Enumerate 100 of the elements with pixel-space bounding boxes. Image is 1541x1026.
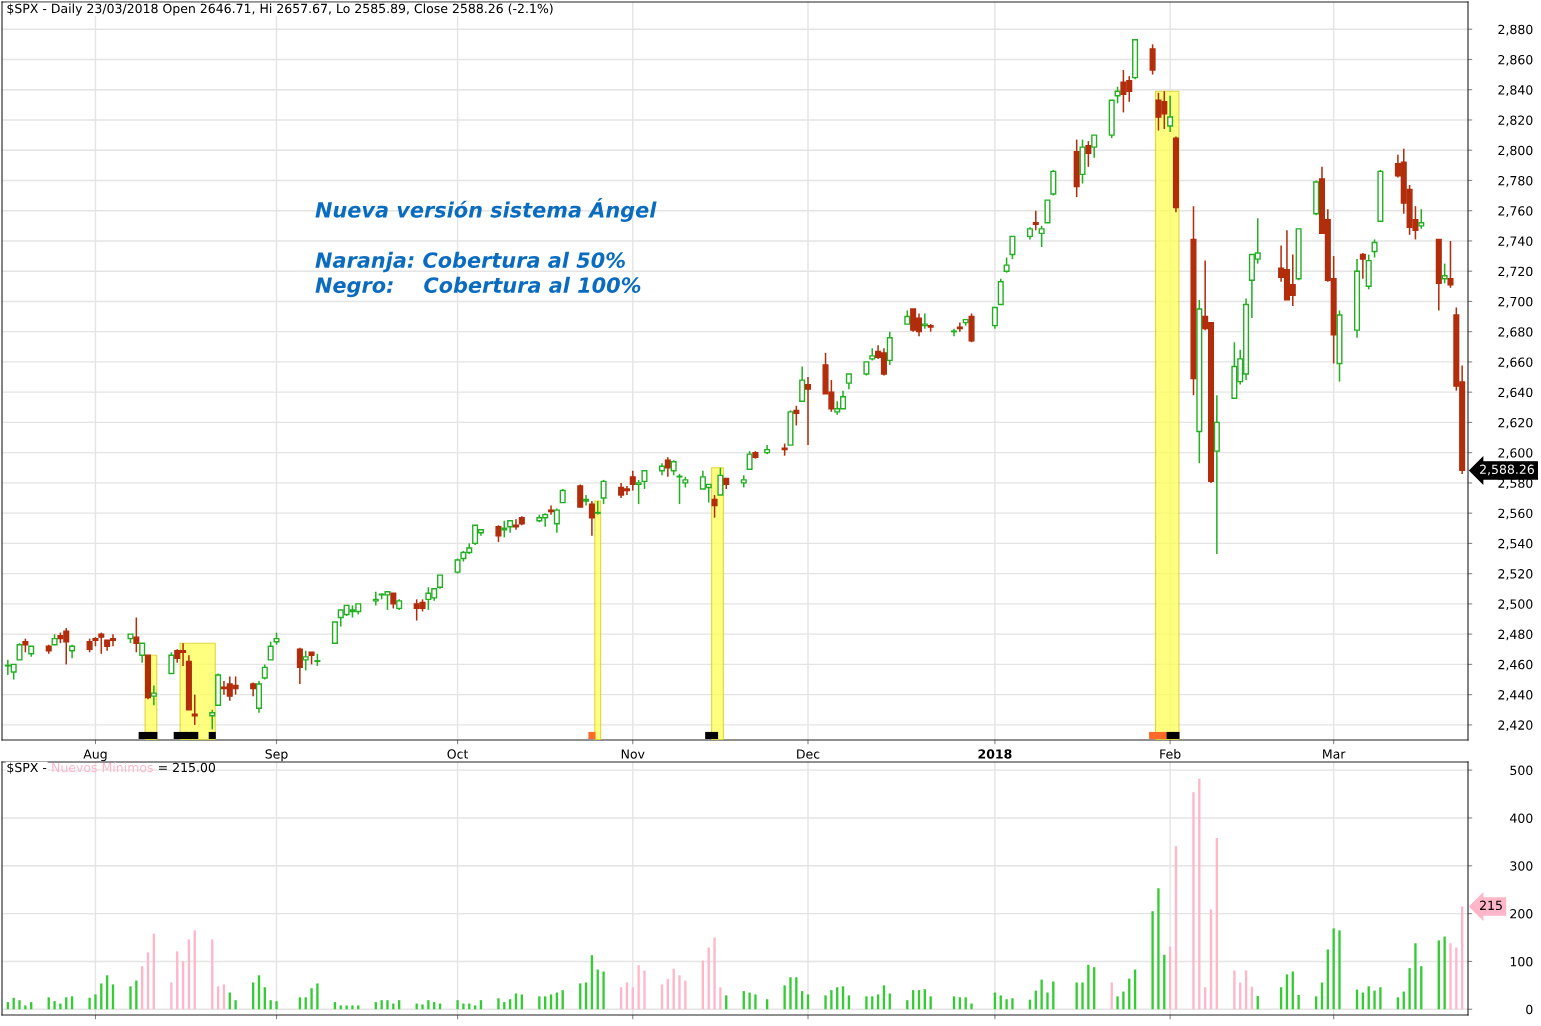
candlestick	[150, 684, 157, 706]
bar	[1338, 930, 1341, 1010]
candlestick	[804, 376, 812, 446]
bar	[497, 998, 500, 1010]
bar	[970, 1003, 973, 1010]
bar	[462, 1003, 465, 1010]
candlestick	[664, 456, 671, 478]
y-tick-label: 2,420	[1498, 720, 1533, 732]
chart-title: $SPX - Daily 23/03/2018 Open 2646.71, Hi 2657.67, Lo 2585.89, Close 2588.26 (-2.1%)	[7, 3, 553, 16]
bar	[1233, 970, 1236, 1010]
bar	[637, 965, 640, 1010]
candlestick	[553, 507, 560, 534]
bar	[719, 987, 722, 1010]
bar	[830, 990, 833, 1010]
bar	[386, 1000, 389, 1010]
bar	[1081, 982, 1084, 1010]
text: 215	[1480, 900, 1502, 911]
bar	[170, 982, 173, 1010]
bar	[1005, 999, 1008, 1010]
annotation: Naranja: Cobertura al 50%	[315, 251, 625, 273]
candlestick	[1009, 235, 1016, 260]
y-tick-label: 2,800	[1498, 145, 1533, 157]
candlestick	[209, 708, 216, 731]
y-tick-label: 2,500	[1498, 599, 1533, 611]
candlestick	[139, 642, 146, 664]
candlestick	[1359, 252, 1366, 280]
bar	[427, 1000, 430, 1010]
bar	[1443, 936, 1446, 1010]
y-tick-label: 2,880	[1498, 24, 1533, 36]
y-tick-label: 2,540	[1498, 538, 1533, 550]
bar	[53, 1001, 56, 1010]
y-tick-label: 300	[1510, 861, 1533, 871]
bar	[18, 1000, 21, 1010]
bar	[538, 996, 541, 1010]
bar	[1192, 792, 1195, 1010]
bar	[310, 988, 313, 1010]
y-tick-label: 2,620	[1498, 417, 1533, 429]
x-tick-label: 2018	[978, 749, 1012, 759]
candlestick	[1091, 134, 1098, 159]
y-tick-label: 2,740	[1498, 236, 1533, 248]
bar	[1449, 943, 1452, 1010]
y-tick-label: 2,560	[1498, 508, 1533, 520]
bar	[275, 1001, 278, 1010]
bar	[1157, 888, 1160, 1010]
candlestick	[793, 405, 800, 427]
x-tick-label: Sep	[265, 749, 288, 762]
y-tick-label: 2,780	[1498, 175, 1533, 187]
y-tick-label: 200	[1510, 909, 1533, 919]
bar	[94, 994, 97, 1010]
y-tick-label: 2,760	[1498, 206, 1533, 217]
candlestick	[1032, 209, 1039, 232]
y-tick-label: 2,480	[1498, 629, 1533, 641]
bar	[748, 992, 751, 1010]
candlestick	[267, 640, 274, 661]
bar	[1332, 928, 1335, 1010]
y-tick-label: 100	[1510, 956, 1533, 967]
bar	[456, 1000, 459, 1010]
y-tick-label: 2,660	[1498, 357, 1533, 369]
annotation: = 215.00	[159, 762, 216, 773]
x-tick-label: Feb	[1160, 749, 1181, 759]
candlestick	[577, 483, 584, 508]
candlestick	[1050, 169, 1057, 197]
candlestick	[1085, 140, 1092, 168]
candlestick	[302, 650, 309, 672]
y-tick-label: 500	[1510, 765, 1533, 776]
y-tick-label: 2,640	[1498, 387, 1533, 399]
candlestick	[1044, 199, 1051, 224]
candlestick	[588, 500, 595, 537]
x-tick-label: Oct	[447, 749, 469, 759]
bar	[1046, 992, 1049, 1010]
annotation: Negro: Cobertura al 100%	[315, 276, 641, 298]
bar	[345, 1005, 348, 1010]
candlestick	[1371, 238, 1378, 259]
candlestick	[1038, 225, 1045, 248]
bar	[783, 985, 786, 1010]
candlestick	[746, 450, 753, 471]
candlestick	[629, 470, 636, 492]
annotation: Nueva versión sistema Ángel	[315, 198, 657, 222]
y-tick-label: 2,820	[1498, 115, 1533, 127]
bar	[1297, 994, 1300, 1010]
candlestick	[1149, 43, 1156, 76]
y-tick-label: 0	[1526, 1004, 1533, 1015]
bar	[351, 1005, 354, 1010]
candlestick	[1447, 240, 1454, 289]
bar	[713, 937, 716, 1010]
bar	[1151, 911, 1154, 1010]
bar	[316, 983, 319, 1010]
x-tick-label: Dec	[797, 749, 820, 759]
bar	[1087, 964, 1090, 1010]
bar	[24, 1005, 27, 1010]
chart-title: $SPX -	[7, 762, 47, 774]
bar	[421, 1004, 424, 1010]
candlestick	[1167, 94, 1174, 133]
candlestick	[296, 646, 303, 685]
y-tick-label: 2,680	[1498, 327, 1533, 338]
text: 2,588.26	[1480, 464, 1534, 476]
bar	[1408, 968, 1411, 1010]
candlestick	[583, 494, 590, 507]
bar	[678, 975, 681, 1010]
candlestick	[991, 306, 998, 330]
